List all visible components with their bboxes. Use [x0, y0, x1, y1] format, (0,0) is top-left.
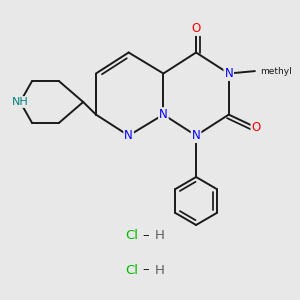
- Text: N: N: [159, 108, 168, 121]
- Text: H: H: [155, 263, 165, 277]
- Text: N: N: [192, 129, 200, 142]
- Text: Cl: Cl: [126, 263, 139, 277]
- Text: –: –: [142, 263, 149, 277]
- Text: O: O: [251, 121, 261, 134]
- Text: NH: NH: [12, 97, 28, 107]
- Text: O: O: [191, 22, 201, 35]
- Text: Cl: Cl: [126, 229, 139, 242]
- Text: –: –: [142, 229, 149, 242]
- Text: methyl: methyl: [260, 67, 292, 76]
- Text: N: N: [124, 129, 133, 142]
- Text: N: N: [224, 67, 233, 80]
- Text: H: H: [155, 229, 165, 242]
